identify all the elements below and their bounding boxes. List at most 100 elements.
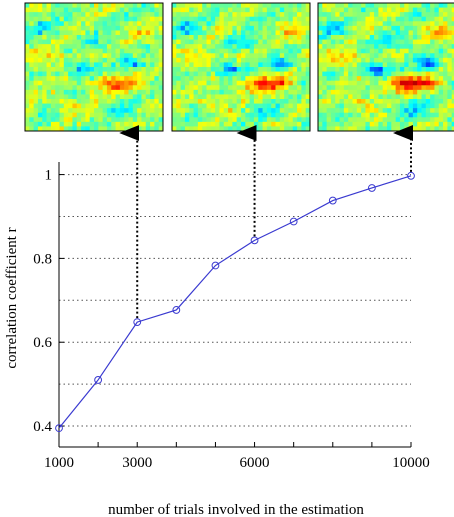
heatmap-cell (279, 103, 285, 109)
heatmap-cell (55, 121, 60, 127)
heatmap-cell (339, 39, 345, 45)
heatmap-cell (33, 126, 39, 132)
heatmap-cell (404, 16, 409, 22)
heatmap-cell (253, 39, 259, 45)
heatmap-cell (202, 39, 207, 45)
heatmap-cell (85, 25, 91, 31)
heatmap-cell (223, 57, 229, 63)
heatmap-cell (180, 35, 186, 40)
heatmap-cell (262, 57, 268, 63)
heatmap-cell (297, 67, 302, 72)
heatmap-cell (292, 7, 298, 13)
heatmap-cell (305, 121, 311, 127)
heatmap-cell (172, 62, 177, 68)
heatmap-cell (395, 39, 401, 45)
heatmap-cell (451, 121, 454, 127)
heatmap-cell (301, 117, 307, 123)
heatmap-cell (98, 16, 104, 22)
heatmap-cell (228, 16, 233, 22)
heatmap-cell (241, 39, 246, 45)
heatmap-cell (253, 16, 259, 22)
heatmap-cell (443, 80, 448, 86)
x-tick-label: 3000 (122, 455, 152, 471)
heatmap-cell (326, 112, 332, 118)
heatmap-cell (249, 53, 255, 59)
heatmap-cell (284, 12, 289, 18)
heatmap-cell (262, 12, 268, 18)
heatmap-cell (387, 16, 392, 22)
heatmap-cell (361, 53, 366, 59)
heatmap-cell (29, 108, 35, 114)
heatmap-cell (348, 48, 353, 54)
heatmap-cell (348, 3, 353, 8)
heatmap-cell (434, 76, 440, 82)
heatmap-cell (128, 80, 134, 86)
heatmap-cell (172, 117, 177, 123)
heatmap-cell (63, 3, 69, 8)
heatmap-cell (369, 85, 375, 91)
heatmap-cell (301, 39, 307, 45)
heatmap-cell (443, 39, 448, 45)
heatmap-cell (365, 62, 371, 68)
heatmap-cell (102, 48, 108, 54)
heatmap-cell (115, 3, 121, 8)
heatmap-cell (29, 30, 35, 36)
heatmap-cell (176, 112, 182, 118)
heatmap-cell (417, 85, 422, 91)
heatmap-cell (447, 89, 453, 95)
heatmap-cell (184, 62, 190, 68)
heatmap-cell (249, 25, 255, 31)
heatmap-cell (335, 25, 340, 31)
heatmap-cell (404, 7, 409, 13)
heatmap-cell (438, 62, 444, 68)
heatmap-cell (387, 12, 392, 18)
heatmap-cell (98, 35, 104, 40)
heatmap-cell (42, 117, 47, 123)
heatmap-cell (391, 80, 397, 86)
heatmap-cell (236, 39, 242, 45)
heatmap-cell (68, 85, 73, 91)
heatmap-cell (145, 80, 151, 86)
heatmap-cell (284, 21, 289, 27)
heatmap-cell (387, 94, 392, 100)
heatmap-cell (322, 53, 328, 59)
heatmap-cell (37, 25, 43, 31)
heatmap-cell (412, 30, 418, 36)
heatmap-cell (102, 44, 108, 50)
heatmap-cell (425, 62, 431, 68)
heatmap-cell (451, 35, 454, 40)
heatmap-cell (223, 30, 229, 36)
heatmap-cell (232, 67, 238, 72)
heatmap-cell (417, 62, 422, 68)
heatmap-cell (253, 25, 259, 31)
heatmap-cell (395, 30, 401, 36)
heatmap-cell (236, 103, 242, 109)
heatmap-cell (145, 30, 151, 36)
heatmap-cell (322, 94, 328, 100)
heatmap-cell (266, 94, 272, 100)
heatmap-cell (305, 117, 311, 123)
heatmap-cell (318, 121, 323, 127)
heatmap-cell (443, 67, 448, 72)
heatmap-cell (288, 48, 294, 54)
heatmap-cell (447, 76, 453, 82)
heatmap-cell (76, 57, 82, 63)
heatmap-cell (42, 80, 47, 86)
heatmap-cell (232, 12, 238, 18)
inset-maps (24, 2, 454, 132)
heatmap-cell (438, 7, 444, 13)
heatmap-cell (417, 44, 422, 50)
heatmap-cell (288, 103, 294, 109)
heatmap-cell (176, 39, 182, 45)
heatmap-cell (335, 7, 340, 13)
heatmap-cell (284, 112, 289, 118)
heatmap-cell (408, 80, 414, 86)
heatmap-cell (197, 48, 203, 54)
heatmap-cell (369, 80, 375, 86)
heatmap-cell (98, 103, 104, 109)
heatmap-cell (391, 112, 397, 118)
heatmap-cell (128, 44, 134, 50)
heatmap-cell (297, 99, 302, 104)
heatmap-cell (232, 3, 238, 8)
